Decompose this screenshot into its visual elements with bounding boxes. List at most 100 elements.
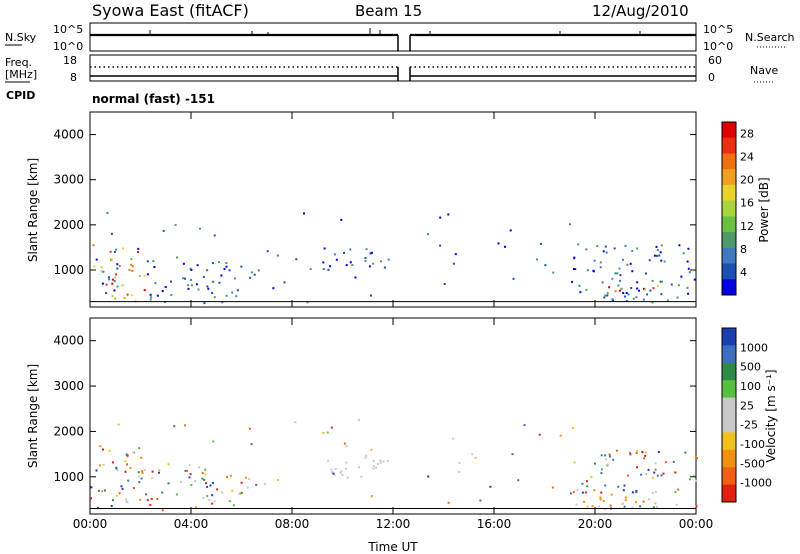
scatter-point bbox=[383, 266, 386, 269]
scatter-point bbox=[131, 269, 134, 272]
scatter-point bbox=[651, 301, 654, 304]
scatter-point bbox=[109, 250, 112, 253]
scatter-point bbox=[327, 268, 330, 271]
scatter-point bbox=[627, 293, 630, 296]
scatter-point bbox=[231, 291, 234, 294]
scatter-point bbox=[257, 269, 260, 272]
scatter-point bbox=[380, 260, 383, 263]
power-panel: 1000 2000 3000 4000 Slant Range [km] 4 8 12 16… bbox=[26, 111, 771, 308]
scatter-point bbox=[581, 482, 584, 485]
colorbar-tick-label: -25 bbox=[740, 419, 758, 432]
scatter-point bbox=[599, 261, 602, 264]
y-tick-label: 4000 bbox=[53, 334, 84, 348]
nsearch-tick-top: 10^5 bbox=[703, 23, 733, 36]
nsky-frame bbox=[89, 22, 697, 52]
scatter-point bbox=[146, 273, 149, 276]
scatter-point bbox=[225, 265, 228, 268]
scatter-point bbox=[194, 480, 197, 482]
scatter-point bbox=[474, 456, 477, 459]
scatter-point bbox=[605, 458, 607, 461]
scatter-point bbox=[126, 293, 129, 296]
scatter-point bbox=[617, 284, 620, 287]
scatter-point bbox=[228, 500, 231, 503]
scatter-point bbox=[182, 262, 185, 265]
colorbar-tick-label: 4 bbox=[740, 266, 747, 279]
scatter-point bbox=[146, 260, 149, 263]
scatter-point bbox=[207, 287, 210, 290]
scatter-point bbox=[111, 295, 114, 298]
scatter-point bbox=[458, 462, 461, 464]
colorbar-segment bbox=[722, 169, 736, 186]
scatter-point bbox=[340, 470, 343, 473]
scatter-point bbox=[660, 293, 663, 296]
scatter-point bbox=[695, 479, 698, 482]
scatter-point bbox=[618, 289, 621, 292]
nsearch-label: N.Search bbox=[745, 31, 795, 44]
scatter-point bbox=[509, 229, 512, 232]
colorbar-segment bbox=[722, 380, 736, 399]
scatter-point bbox=[128, 269, 131, 271]
scatter-point bbox=[623, 484, 626, 487]
scatter-point bbox=[593, 489, 596, 492]
scatter-point bbox=[111, 278, 114, 281]
scatter-point bbox=[622, 258, 624, 261]
scatter-point bbox=[191, 284, 193, 287]
scatter-point bbox=[660, 244, 663, 247]
scatter-point bbox=[662, 472, 665, 475]
scatter-point bbox=[189, 473, 192, 475]
scatter-point bbox=[150, 296, 153, 299]
scatter-point bbox=[641, 450, 644, 453]
nave-label: Nave bbox=[750, 64, 778, 77]
scatter-point bbox=[201, 477, 204, 480]
scatter-point bbox=[154, 282, 157, 285]
scatter-point bbox=[680, 275, 683, 278]
y-tick-label: 2000 bbox=[53, 218, 84, 232]
scatter-point bbox=[249, 276, 252, 279]
scatter-point bbox=[114, 297, 117, 300]
scatter-point bbox=[661, 280, 663, 283]
power-ylabel: Slant Range [km] bbox=[26, 158, 40, 262]
scatter-point bbox=[576, 489, 579, 491]
scatter-point bbox=[370, 294, 372, 297]
scatter-point bbox=[635, 489, 638, 492]
scatter-point bbox=[170, 294, 173, 296]
scatter-point bbox=[211, 502, 214, 505]
scatter-point bbox=[240, 491, 243, 494]
scatter-point bbox=[198, 466, 200, 469]
nsky-spikes bbox=[149, 28, 641, 35]
scatter-point bbox=[143, 289, 146, 292]
scatter-point bbox=[585, 248, 588, 251]
scatter-point bbox=[636, 450, 639, 452]
scatter-point bbox=[345, 264, 348, 267]
scatter-point bbox=[592, 270, 595, 273]
scatter-point bbox=[672, 460, 675, 463]
scatter-point bbox=[609, 504, 612, 507]
scatter-point bbox=[674, 490, 677, 493]
scatter-point bbox=[112, 499, 114, 502]
scatter-point bbox=[586, 485, 589, 488]
scatter-point bbox=[636, 247, 639, 250]
scatter-point bbox=[536, 258, 538, 261]
scatter-point bbox=[577, 243, 580, 246]
scatter-point bbox=[245, 476, 247, 479]
colorbar-segment bbox=[722, 122, 736, 139]
scatter-point bbox=[629, 453, 632, 456]
scatter-point bbox=[659, 251, 662, 254]
colorbar-tick-label: -100 bbox=[740, 438, 765, 451]
scatter-point bbox=[364, 260, 367, 262]
scatter-point bbox=[688, 478, 691, 481]
nsky-label: N.Sky bbox=[5, 31, 37, 44]
x-tick-label: 04:00 bbox=[174, 517, 209, 531]
scatter-point bbox=[622, 292, 625, 294]
scatter-point bbox=[90, 486, 93, 489]
scatter-point bbox=[188, 464, 191, 467]
scatter-point bbox=[187, 287, 190, 290]
scatter-point bbox=[575, 503, 578, 506]
scatter-point bbox=[613, 247, 616, 250]
colorbar-tick-label: 25 bbox=[740, 399, 754, 412]
scatter-point bbox=[597, 505, 600, 508]
scatter-point bbox=[138, 447, 141, 450]
scatter-point bbox=[151, 477, 154, 480]
scatter-point bbox=[654, 491, 657, 493]
colorbar-segment bbox=[722, 184, 736, 202]
